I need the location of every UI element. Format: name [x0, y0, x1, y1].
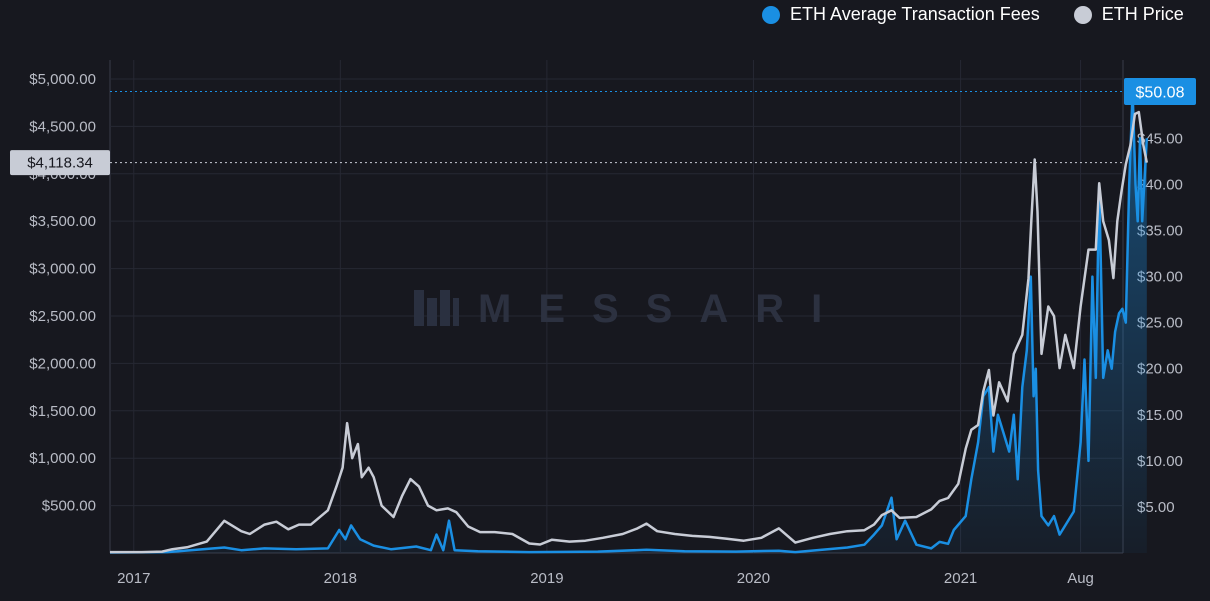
- messari-logo-icon: [414, 290, 459, 326]
- fees-value-badge-text: $50.08: [1136, 85, 1185, 102]
- legend: ETH Average Transaction Fees ETH Price: [762, 4, 1184, 25]
- watermark: MESSARI: [414, 287, 849, 331]
- right-tick-label: $25.00: [1137, 315, 1183, 332]
- right-tick-label: $40.00: [1137, 176, 1183, 193]
- x-tick-label: 2019: [530, 570, 563, 587]
- left-y-axis: $500.00 $1,000.00 $1,500.00 $2,000.00 $2,500…: [29, 71, 96, 515]
- left-tick-label: $3,000.00: [29, 261, 96, 278]
- left-tick-label: $4,500.00: [29, 118, 96, 135]
- left-tick-label: $1,500.00: [29, 403, 96, 420]
- x-tick-label: Aug: [1067, 570, 1094, 587]
- x-tick-label: 2021: [944, 570, 977, 587]
- fees-value-badge: $50.08: [1124, 78, 1196, 105]
- legend-item-price[interactable]: ETH Price: [1073, 4, 1184, 25]
- right-tick-label: $15.00: [1137, 407, 1183, 424]
- left-tick-label: $1,000.00: [29, 450, 96, 467]
- x-tick-label: 2018: [324, 570, 357, 587]
- price-series-line[interactable]: [110, 110, 1149, 554]
- legend-label-price: ETH Price: [1101, 4, 1184, 24]
- price-value-badge: $4,118.34: [10, 150, 110, 176]
- x-tick-label: 2017: [117, 570, 150, 587]
- legend-dot-price-icon: [1073, 5, 1092, 24]
- series-layer: [109, 90, 1149, 554]
- reference-lines: [110, 91, 1123, 164]
- fees-series-line[interactable]: [109, 90, 1149, 554]
- price-value-badge-text: $4,118.34: [27, 155, 93, 172]
- left-tick-label: $2,500.00: [29, 308, 96, 325]
- left-tick-label: $3,500.00: [29, 213, 96, 230]
- right-tick-label: $35.00: [1137, 222, 1183, 239]
- left-tick-label: $500.00: [42, 498, 96, 515]
- watermark-text: MESSARI: [478, 287, 849, 331]
- right-tick-label: $10.00: [1137, 453, 1183, 470]
- legend-dot-fees-icon: [762, 5, 780, 24]
- right-tick-label: $30.00: [1137, 269, 1183, 286]
- left-tick-label: $5,000.00: [29, 71, 96, 88]
- legend-label-fees: ETH Average Transaction Fees: [790, 4, 1040, 24]
- left-tick-label: $2,000.00: [29, 355, 96, 372]
- right-tick-label: $20.00: [1137, 361, 1183, 378]
- x-tick-label: 2020: [737, 570, 770, 587]
- right-tick-label: $45.00: [1137, 130, 1183, 147]
- legend-item-fees[interactable]: ETH Average Transaction Fees: [762, 4, 1040, 25]
- x-axis: 2017 2018 2019 2020 2021 Aug: [117, 570, 1094, 587]
- right-y-axis: $5.00$10.00$15.00$20.00$25.00$30.00$35.0…: [1137, 84, 1183, 516]
